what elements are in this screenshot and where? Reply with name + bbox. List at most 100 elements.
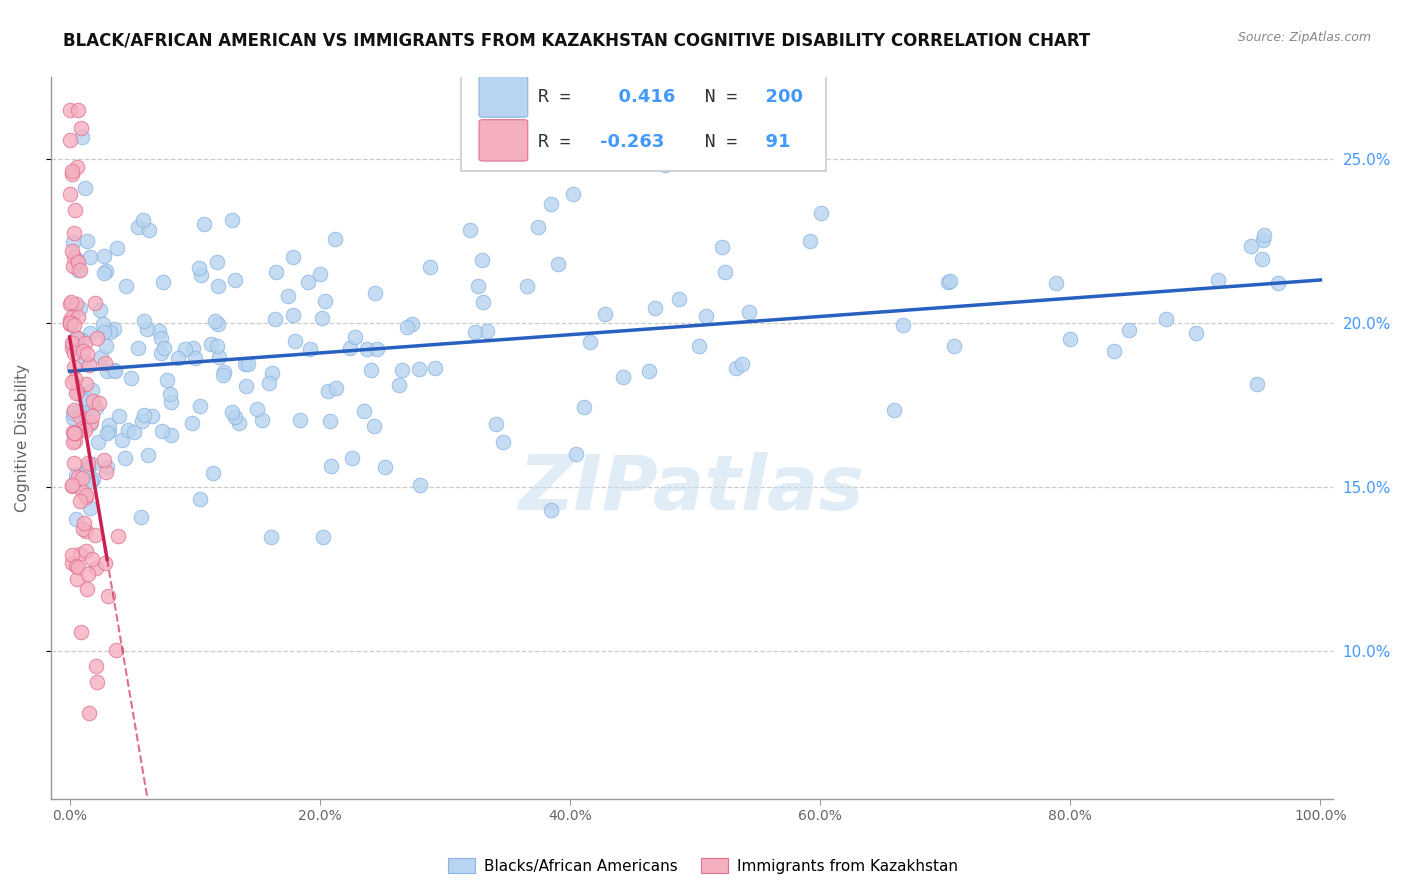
Text: ZIPatlas: ZIPatlas [519, 451, 865, 525]
Point [89, 396, 111, 410]
Point [63, 372, 86, 386]
Point [260, 530, 283, 544]
Point [212, 368, 235, 382]
Point [562, 186, 585, 201]
Point [108, 409, 131, 423]
Point [1185, 326, 1208, 340]
Point [395, 320, 418, 334]
Point [73, 423, 96, 437]
Point [75, 376, 97, 391]
Point [63, 434, 86, 448]
Point [467, 279, 489, 293]
Point [70, 471, 93, 485]
Point [79, 501, 101, 516]
Point [60, 341, 83, 355]
Point [572, 400, 595, 414]
Point [298, 342, 321, 356]
Point [208, 350, 231, 364]
Point [60, 478, 83, 492]
Point [221, 405, 243, 419]
Point [76, 234, 98, 248]
Point [66, 103, 89, 118]
Point [103, 322, 125, 336]
Point [84, 560, 107, 574]
Point [94, 264, 117, 278]
Point [82, 472, 104, 486]
Point [93, 249, 115, 263]
Point [205, 339, 228, 353]
Point [221, 213, 243, 227]
Point [738, 304, 761, 318]
Point [204, 314, 226, 328]
Text: -0.263: -0.263 [599, 133, 664, 151]
Point [188, 399, 211, 413]
Point [138, 222, 160, 236]
Point [94, 556, 117, 570]
Point [73, 181, 96, 195]
Point [59, 316, 82, 330]
Point [127, 341, 149, 355]
Point [73, 353, 96, 368]
Point [1206, 273, 1229, 287]
Point [235, 357, 257, 371]
Point [401, 317, 423, 331]
Point [318, 384, 340, 398]
Point [207, 279, 229, 293]
Point [84, 295, 107, 310]
FancyBboxPatch shape [479, 120, 527, 161]
Point [638, 364, 661, 378]
Point [127, 220, 149, 235]
Point [409, 478, 432, 492]
Point [62, 338, 84, 352]
Point [59, 132, 82, 146]
Point [132, 212, 155, 227]
Point [67, 404, 90, 418]
Point [97, 417, 120, 432]
Point [281, 308, 304, 322]
Point [160, 395, 183, 409]
Point [1253, 227, 1275, 242]
Point [62, 405, 84, 419]
Point [471, 295, 494, 310]
Point [60, 548, 83, 562]
Text: N =: N = [683, 133, 737, 151]
Text: 0.416: 0.416 [606, 88, 675, 106]
Point [72, 404, 94, 418]
Point [183, 351, 205, 366]
Text: Source: ZipAtlas.com: Source: ZipAtlas.com [1237, 31, 1371, 45]
Point [323, 232, 346, 246]
Point [62, 456, 84, 470]
Point [150, 425, 173, 439]
Point [181, 417, 204, 431]
Point [408, 362, 430, 376]
Point [60, 335, 83, 350]
Point [90, 350, 112, 364]
Point [72, 130, 94, 145]
Point [593, 306, 616, 320]
Point [76, 347, 98, 361]
Point [75, 336, 97, 351]
Point [66, 572, 89, 586]
Point [156, 373, 179, 387]
Text: N =: N = [683, 88, 737, 106]
Point [325, 381, 347, 395]
Point [458, 223, 481, 237]
Point [224, 410, 246, 425]
Point [1251, 252, 1274, 266]
Point [89, 303, 111, 318]
Point [938, 275, 960, 289]
Point [72, 522, 94, 536]
Point [1102, 343, 1125, 358]
Point [730, 357, 752, 371]
Point [62, 310, 84, 324]
Point [80, 383, 103, 397]
Point [59, 296, 82, 310]
Point [70, 333, 93, 347]
Point [65, 467, 87, 482]
Point [60, 479, 83, 493]
Point [297, 275, 319, 289]
Point [117, 423, 139, 437]
Point [98, 325, 121, 339]
Point [73, 516, 96, 531]
Point [540, 503, 562, 517]
